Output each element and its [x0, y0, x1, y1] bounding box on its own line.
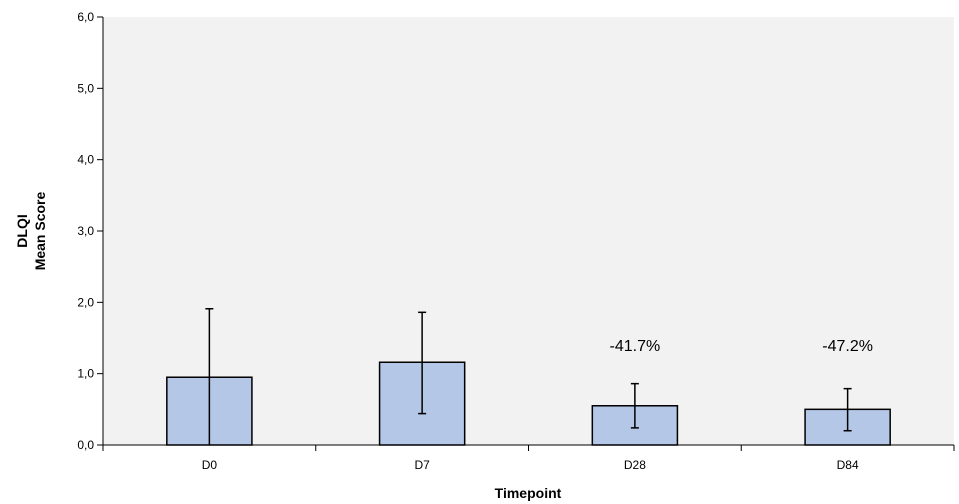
- y-tick-label: 1,0: [77, 367, 94, 381]
- y-tick-label: 2,0: [77, 295, 94, 309]
- annotations: -41.7% -47.2%: [610, 338, 873, 355]
- x-tick-label: D84: [837, 458, 859, 472]
- plot-area: [103, 17, 954, 445]
- error-bars: [205, 308, 852, 445]
- y-axis-title-line-1: DLQI: [14, 214, 30, 247]
- y-tick-label: 3,0: [77, 224, 94, 238]
- x-tick-label: D28: [624, 458, 646, 472]
- y-tick-label: 0,0: [77, 438, 94, 452]
- x-axis-ticks: D0 D7 D28 D84: [102, 445, 955, 472]
- y-tick-label: 4,0: [77, 153, 94, 167]
- y-axis-ticks: 0,0 1,0 2,0 3,0 4,0 5,0 6,0: [77, 10, 103, 452]
- error-bar-d7: [418, 311, 427, 415]
- error-bar-d28: [630, 382, 639, 429]
- x-tick-label: D7: [414, 458, 430, 472]
- x-axis-title: Timepoint: [495, 485, 562, 501]
- error-bar-d84: [843, 387, 852, 432]
- y-tick-label: 5,0: [77, 81, 94, 95]
- error-bar-d0: [205, 308, 214, 445]
- y-tick-label: 6,0: [77, 10, 94, 24]
- percent-change-label: -41.7%: [610, 338, 661, 355]
- percent-change-label: -47.2%: [822, 338, 873, 355]
- y-axis-title-line-2: Mean Score: [32, 191, 48, 270]
- x-tick-label: D0: [202, 458, 218, 472]
- y-axis-title: DLQI Mean Score: [14, 191, 48, 270]
